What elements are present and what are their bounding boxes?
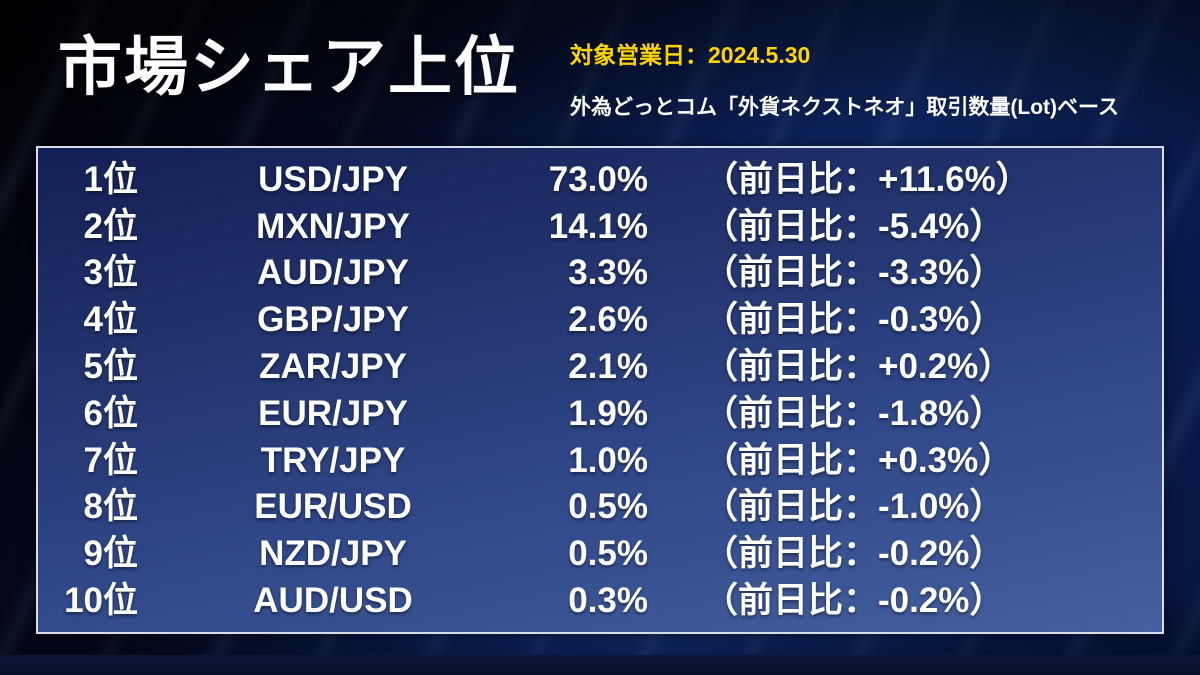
data-source-subtitle: 外為どっとコム「外貨ネクストネオ」取引数量(Lot)ベース — [570, 96, 1119, 119]
rank-cell: 6位 — [83, 393, 138, 433]
share-cell: 0.5% — [568, 487, 648, 527]
pair-cell: GBP/JPY — [257, 300, 409, 340]
change-cell: （前日比：+11.6%） — [703, 159, 1031, 199]
share-cell: 1.9% — [568, 393, 648, 433]
change-cell: （前日比：-3.3%） — [703, 253, 1005, 293]
bottom-band — [0, 655, 1200, 675]
pair-cell: TRY/JPY — [260, 440, 406, 480]
rank-cell: 3位 — [83, 253, 138, 293]
header-meta: 対象営業日：2024.5.30 外為どっとコム「外貨ネクストネオ」取引数量(Lo… — [570, 36, 1170, 121]
share-cell: 14.1% — [548, 206, 648, 246]
target-date-label: 対象営業日：2024.5.30 — [570, 42, 811, 68]
table-row: 7位 TRY/JPY 1.0% （前日比：+0.3%） — [38, 443, 1162, 478]
change-cell: （前日比：+0.2%） — [703, 347, 1014, 387]
rank-cell: 4位 — [83, 300, 138, 340]
table-row: 3位 AUD/JPY 3.3% （前日比：-3.3%） — [38, 255, 1162, 290]
pair-cell: AUD/JPY — [257, 253, 409, 293]
share-cell: 1.0% — [568, 440, 648, 480]
rank-cell: 8位 — [83, 487, 138, 527]
table-row: 9位 NZD/JPY 0.5% （前日比：-0.2%） — [38, 536, 1162, 571]
pair-cell: MXN/JPY — [256, 206, 410, 246]
table-row: 2位 MXN/JPY 14.1% （前日比：-5.4%） — [38, 209, 1162, 244]
rank-cell: 5位 — [83, 347, 138, 387]
share-cell: 2.6% — [568, 300, 648, 340]
change-cell: （前日比：-0.3%） — [703, 300, 1005, 340]
share-cell: 73.0% — [548, 159, 648, 199]
pair-cell: EUR/JPY — [258, 393, 408, 433]
table-row: 10位 AUD/USD 0.3% （前日比：-0.2%） — [38, 583, 1162, 618]
table-row: 6位 EUR/JPY 1.9% （前日比：-1.8%） — [38, 396, 1162, 431]
table-row: 1位 USD/JPY 73.0% （前日比：+11.6%） — [38, 162, 1162, 197]
rank-cell: 2位 — [83, 206, 138, 246]
page-title: 市場シェア上位 — [58, 31, 520, 103]
rank-cell: 7位 — [83, 440, 138, 480]
rank-cell: 1位 — [83, 159, 138, 199]
pair-cell: EUR/USD — [254, 487, 412, 527]
table-row: 8位 EUR/USD 0.5% （前日比：-1.0%） — [38, 489, 1162, 524]
change-cell: （前日比：-1.8%） — [703, 393, 1005, 433]
change-cell: （前日比：+0.3%） — [703, 440, 1014, 480]
table-row: 5位 ZAR/JPY 2.1% （前日比：+0.2%） — [38, 349, 1162, 384]
share-cell: 3.3% — [568, 253, 648, 293]
share-cell: 2.1% — [568, 347, 648, 387]
change-cell: （前日比：-0.2%） — [703, 581, 1005, 621]
pair-cell: AUD/USD — [253, 581, 413, 621]
change-cell: （前日比：-5.4%） — [703, 206, 1005, 246]
rank-cell: 9位 — [83, 534, 138, 574]
change-cell: （前日比：-0.2%） — [703, 534, 1005, 574]
ranking-table: 1位 USD/JPY 73.0% （前日比：+11.6%） 2位 MXN/JPY… — [36, 146, 1164, 634]
rank-cell: 10位 — [64, 581, 138, 621]
table-row: 4位 GBP/JPY 2.6% （前日比：-0.3%） — [38, 302, 1162, 337]
share-cell: 0.3% — [568, 581, 648, 621]
pair-cell: ZAR/JPY — [259, 347, 407, 387]
pair-cell: USD/JPY — [258, 159, 408, 199]
pair-cell: NZD/JPY — [259, 534, 407, 574]
change-cell: （前日比：-1.0%） — [703, 487, 1005, 527]
share-cell: 0.5% — [568, 534, 648, 574]
